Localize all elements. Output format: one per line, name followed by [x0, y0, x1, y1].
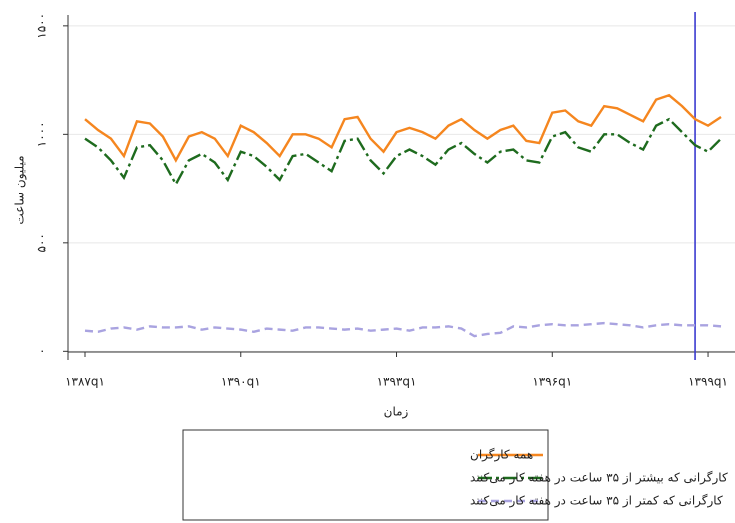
y-tick-label: ۰ [35, 348, 49, 354]
y-tick-label: ۱۰۰۰ [35, 121, 49, 147]
series-line [84, 321, 722, 338]
y-tick-label: ۵۰۰ [35, 233, 49, 252]
legend-label: همه کارگران [470, 448, 533, 463]
x-tick-label: ۱۳۸۷q۱ [65, 375, 105, 389]
x-axis-label: زمان [384, 405, 409, 420]
series-line [84, 93, 722, 163]
legend-label: کارگرانی که کمتر از ۳۵ ساعت در هفته کار … [470, 494, 723, 509]
legend-label: کارگرانی که بیشتر از ۳۵ ساعت در هفته کار… [470, 471, 728, 486]
x-tick-label: ۱۳۹۳q۱ [377, 375, 417, 389]
x-tick-label: ۱۳۹۰q۱ [221, 375, 261, 389]
x-tick-label: ۱۳۹۹q۱ [688, 375, 728, 389]
y-axis-label: میلیون ساعت [13, 155, 28, 224]
y-tick-label: ۱۵۰۰ [35, 13, 49, 39]
x-tick-label: ۱۳۹۶q۱ [532, 375, 572, 389]
series-line [84, 117, 722, 187]
legend-box [182, 429, 549, 521]
